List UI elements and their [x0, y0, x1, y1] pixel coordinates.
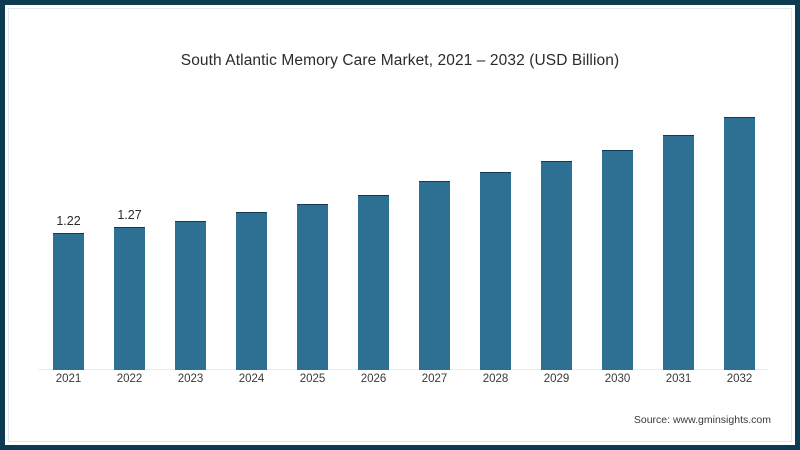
- bar-slot: [221, 95, 282, 370]
- bar-value-label: 1.22: [56, 214, 81, 228]
- x-tick-label-2025: 2025: [299, 373, 326, 385]
- bar-slot: [587, 95, 648, 370]
- x-tick-label-2026: 2026: [360, 373, 387, 385]
- bar[interactable]: [541, 161, 572, 370]
- chart-title: South Atlantic Memory Care Market, 2021 …: [180, 52, 620, 69]
- x-tick-label-2022: 2022: [116, 373, 143, 385]
- bar-slot: [648, 95, 709, 370]
- x-tick-label-2021: 2021: [55, 373, 82, 385]
- bar[interactable]: [175, 221, 206, 370]
- bar-slot: [526, 95, 587, 370]
- bar-slot: [465, 95, 526, 370]
- plot-area: 1.22 1.27: [38, 95, 768, 370]
- bar-slot: [404, 95, 465, 370]
- bar[interactable]: [724, 117, 755, 370]
- bar[interactable]: [419, 181, 450, 370]
- x-tick-label-2024: 2024: [238, 373, 265, 385]
- x-tick-label-2029: 2029: [543, 373, 570, 385]
- bar[interactable]: [114, 227, 145, 370]
- bar[interactable]: [297, 204, 328, 370]
- bar[interactable]: [602, 150, 633, 370]
- bar[interactable]: [53, 233, 84, 370]
- x-tick-label-2030: 2030: [604, 373, 631, 385]
- x-tick-label-2027: 2027: [421, 373, 448, 385]
- bar-slot: 1.27: [99, 95, 160, 370]
- x-axis-tick-labels: 2021 2022 2023 2024 2025 2026 2027 2028 2029 2030…: [38, 373, 768, 391]
- x-axis-line: [38, 369, 768, 370]
- x-tick-label-2032: 2032: [726, 373, 753, 385]
- bar-slot: [160, 95, 221, 370]
- source-attribution: Source: www.gminsights.com: [633, 414, 771, 426]
- x-tick-label-2031: 2031: [665, 373, 692, 385]
- bar[interactable]: [663, 135, 694, 370]
- bar-slot: [343, 95, 404, 370]
- bar[interactable]: [480, 172, 511, 370]
- bar-slot: [282, 95, 343, 370]
- x-tick-label-2028: 2028: [482, 373, 509, 385]
- x-tick-label-2023: 2023: [177, 373, 204, 385]
- bar-slot: 1.22: [38, 95, 99, 370]
- bar-value-label: 1.27: [117, 208, 142, 222]
- bar-slot: [709, 95, 770, 370]
- bar[interactable]: [358, 195, 389, 370]
- bar[interactable]: [236, 212, 267, 370]
